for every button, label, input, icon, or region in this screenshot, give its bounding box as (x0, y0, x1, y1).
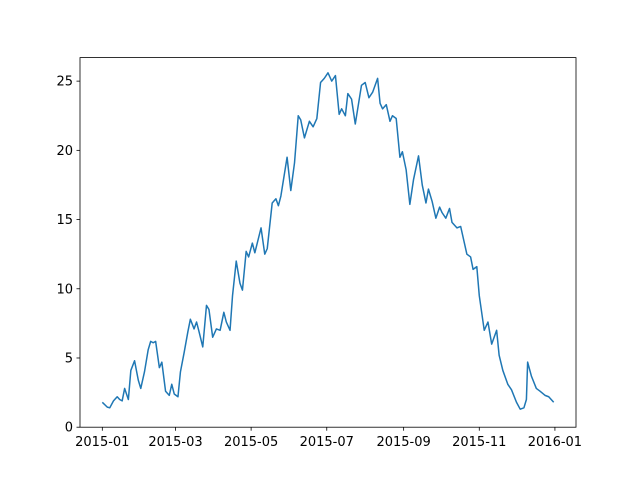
y-tick-label: 10 (56, 282, 73, 297)
x-tick-label: 2015-01 (75, 435, 129, 450)
y-tick-label: 25 (56, 75, 73, 90)
x-tick-label: 2015-03 (148, 435, 202, 450)
x-tick-label: 2016-01 (528, 435, 582, 450)
data-line (101, 72, 555, 410)
axes-frame (79, 57, 577, 428)
y-tick-label: 0 (65, 421, 73, 436)
x-tick-label: 2015-11 (452, 435, 506, 450)
plot-area (101, 72, 555, 410)
x-tick-label: 2015-05 (224, 435, 278, 450)
x-tick-label: 2015-07 (300, 435, 354, 450)
x-tick-label: 2015-09 (376, 435, 430, 450)
y-tick-label: 20 (56, 144, 73, 159)
y-tick-label: 5 (65, 351, 73, 366)
y-tick-label: 15 (56, 213, 73, 228)
